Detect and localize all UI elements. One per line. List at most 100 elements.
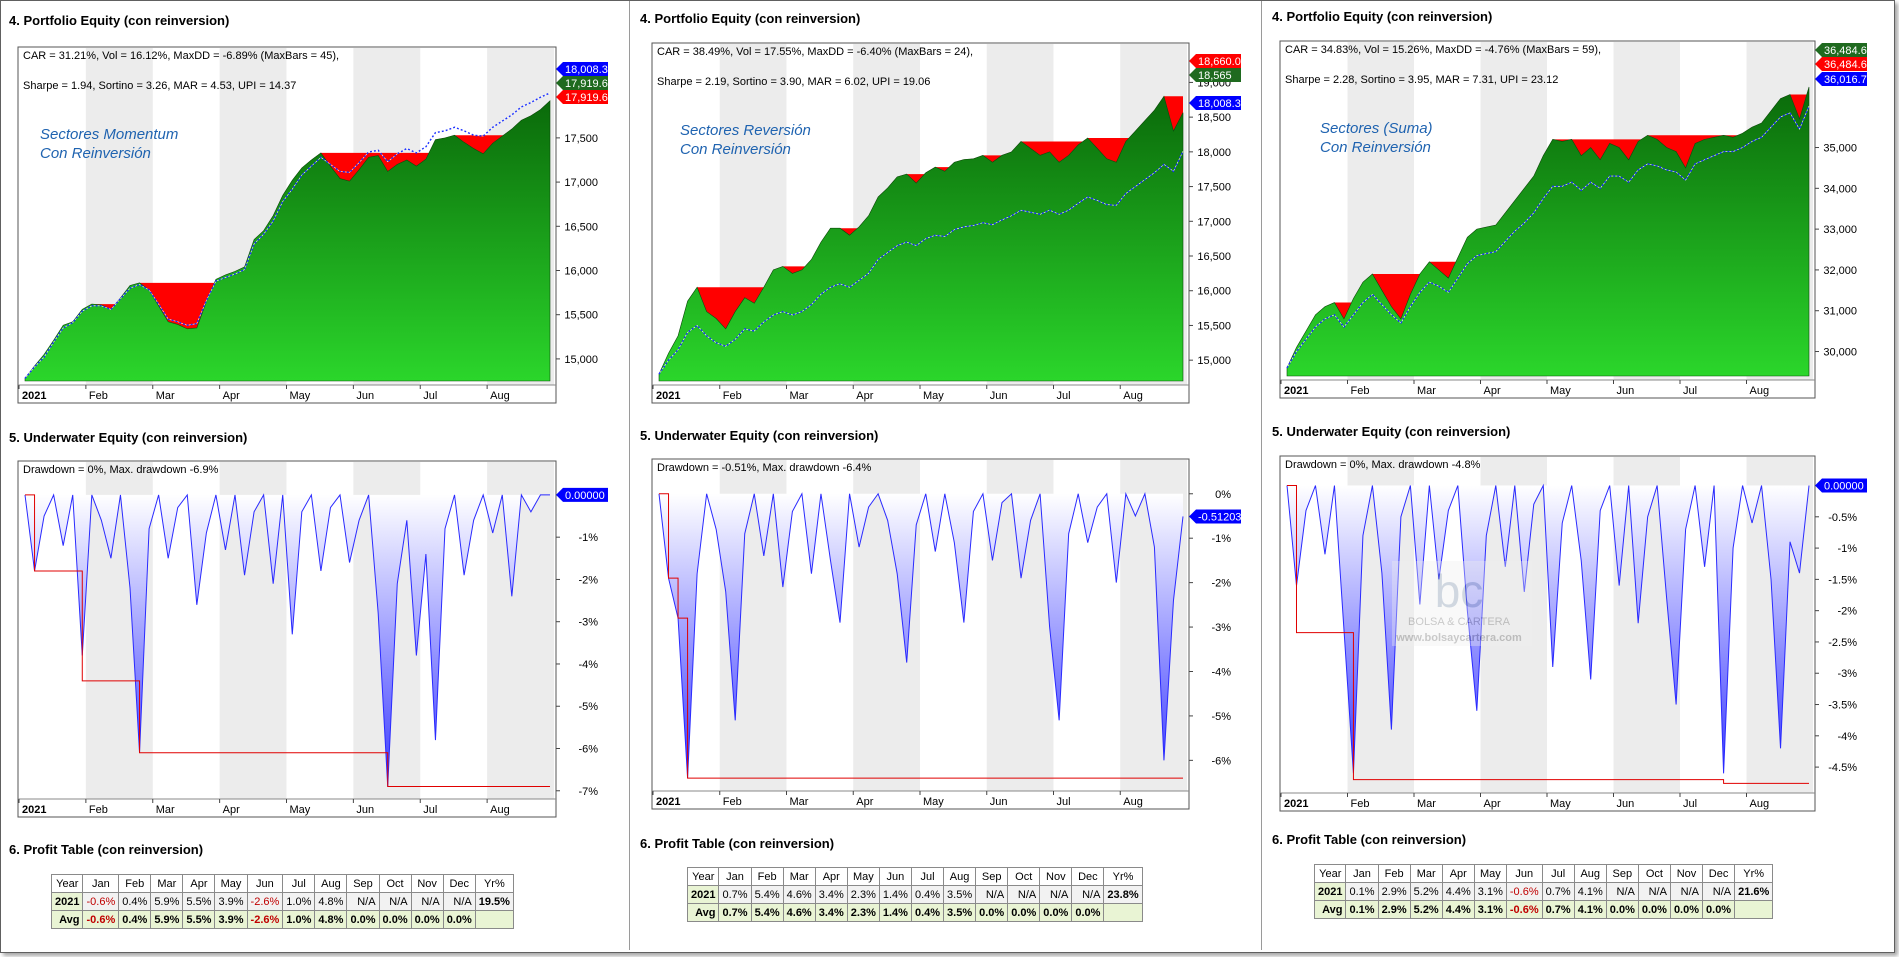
profit-table-cell: 1.4% bbox=[878, 903, 912, 922]
stats-line-1: CAR = 38.49%, Vol = 17.55%, MaxDD = -6.4… bbox=[657, 46, 973, 58]
profit-table-cell: 0.0% bbox=[1702, 900, 1736, 919]
panel-separator bbox=[629, 1, 630, 950]
profit-table-header: Nov bbox=[1039, 867, 1073, 886]
underwater-area bbox=[1287, 485, 1809, 774]
profit-table-header: Dec bbox=[442, 874, 476, 893]
profit-table-cell: 4.4% bbox=[1441, 882, 1475, 901]
profit-table-header: Yr% bbox=[1103, 867, 1143, 886]
value-tag: 17,919.6 bbox=[556, 90, 608, 104]
x-tick-label: Feb bbox=[723, 390, 742, 402]
value-tag-shape bbox=[1189, 96, 1241, 110]
value-tag: 18,008.3 bbox=[1189, 96, 1241, 110]
x-tick-label: Jul bbox=[1683, 385, 1697, 397]
profit-table-cell: 21.6% bbox=[1734, 882, 1774, 901]
strategy-label-2: Con Reinversión bbox=[40, 145, 151, 162]
value-tag: -0.51203 bbox=[1189, 509, 1241, 524]
y-tick-label: 31,000 bbox=[1823, 306, 1857, 318]
profit-table-cell: 3.9% bbox=[214, 892, 248, 911]
y-tick-label: 0% bbox=[1215, 489, 1231, 501]
panel-3: 4. Portfolio Equity (con reinversion) 5. … bbox=[1264, 1, 1894, 950]
profit-table-header: Yr% bbox=[474, 874, 514, 893]
x-tick-label: Jun bbox=[356, 804, 374, 816]
stats-line-1: CAR = 34.83%, Vol = 15.26%, MaxDD = -4.7… bbox=[1285, 44, 1601, 56]
x-tick-label: Jun bbox=[356, 390, 374, 402]
x-tick-label: Jul bbox=[1057, 390, 1071, 402]
x-tick-label: May bbox=[290, 390, 311, 402]
y-tick-label: -1% bbox=[1837, 543, 1857, 555]
profit-table-cell: 0.0% bbox=[1669, 900, 1704, 919]
benchmark-line bbox=[1286, 105, 1810, 369]
profit-table-header: Feb bbox=[118, 874, 152, 893]
benchmark-line-highlight bbox=[24, 92, 551, 379]
profit-table-header: Sep bbox=[346, 874, 380, 893]
profit-table-header: Aug bbox=[943, 867, 977, 886]
value-tag: 0.00000 bbox=[1815, 478, 1867, 493]
value-tag-shape bbox=[1815, 72, 1867, 86]
x-tick-label: Jul bbox=[423, 390, 437, 402]
x-tick-label: Jun bbox=[990, 796, 1008, 808]
value-tag: 36,484.6 bbox=[1815, 57, 1867, 71]
x-tick-label: Aug bbox=[1123, 390, 1143, 402]
y-tick-label: 15,500 bbox=[564, 310, 598, 322]
underwater-line bbox=[24, 493, 550, 787]
y-tick-label: -1% bbox=[1211, 533, 1231, 545]
profit-table-cell: 0.0% bbox=[378, 910, 412, 929]
profit-table-cell: -2.6% bbox=[246, 910, 284, 929]
value-tag-shape bbox=[556, 76, 608, 90]
x-tick-label: May bbox=[290, 804, 311, 816]
profit-table: Year Jan Feb Mar Apr May Jun Jul Aug Sep Oct Nov Dec… bbox=[1313, 864, 1774, 919]
y-tick-label: 17,000 bbox=[1197, 216, 1231, 228]
charts-svg: 30,000 31,000 32,000 33,000 34,000 35,000 2021… bbox=[1279, 40, 1867, 812]
x-tick-label: 2021 bbox=[656, 796, 680, 808]
value-tag-shape bbox=[1189, 54, 1241, 68]
profit-table-cell: 2.3% bbox=[846, 903, 880, 922]
watermark-url: www.bolsaycartera.com bbox=[1395, 632, 1522, 644]
value-tag: 17,919.6 bbox=[556, 76, 608, 90]
x-tick-label: May bbox=[923, 796, 944, 808]
profit-table-cell bbox=[474, 910, 514, 929]
stats-line-2: Sharpe = 1.94, Sortino = 3.26, MAR = 4.5… bbox=[23, 80, 296, 92]
profit-table-cell: N/A bbox=[1039, 885, 1073, 904]
profit-table-cell: 0.0% bbox=[442, 910, 476, 929]
profit-table-header: Dec bbox=[1071, 867, 1105, 886]
x-tick-label: Apr bbox=[1484, 385, 1501, 397]
profit-table-row: Avg 0.1% 2.9% 5.2% 4.4% 3.1% -0.6% 0.7% 4.1% 0.0%… bbox=[1313, 900, 1774, 919]
y-tick-label: -2% bbox=[578, 574, 598, 586]
x-tick-label: 2021 bbox=[22, 804, 46, 816]
profit-table-header: Aug bbox=[1573, 864, 1607, 883]
value-tag: 36,484.6 bbox=[1815, 43, 1867, 57]
equity-area bbox=[1286, 86, 1810, 377]
x-tick-label: Jun bbox=[1617, 385, 1635, 397]
x-tick-label: Aug bbox=[490, 804, 510, 816]
underwater-stats: Drawdown = 0%, Max. drawdown -4.8% bbox=[1285, 459, 1481, 471]
x-tick-label: 2021 bbox=[656, 390, 680, 402]
profit-table-cell: 2.3% bbox=[846, 885, 880, 904]
underwater-chart: 0% -1% -2% -3% -4% -5% -6% 2021 Feb Mar Apr May Jun J… bbox=[651, 458, 1241, 810]
profit-table-row: Avg -0.6% 0.4% 5.9% 5.5% 3.9% -2.6% 1.0% 4.8% 0.0… bbox=[50, 910, 514, 929]
profit-table-header: Jul bbox=[1541, 864, 1575, 883]
profit-table-cell: N/A bbox=[1669, 882, 1704, 901]
x-tick-label: 2021 bbox=[22, 390, 46, 402]
underwater-chart: -0.5% -1% -1.5% -2% -2.5% -3% -3.5% -4% -4.5% 202… bbox=[1279, 455, 1867, 812]
profit-table-cell: 1.4% bbox=[878, 885, 912, 904]
x-tick-label: Apr bbox=[856, 390, 873, 402]
equity-frame bbox=[1279, 40, 1816, 399]
equity-section-title: 4. Portfolio Equity (con reinversion) bbox=[640, 11, 861, 26]
y-tick-label: -1% bbox=[578, 532, 598, 544]
profit-table-cell: 0.0% bbox=[1039, 903, 1073, 922]
underwater-chart: -1% -2% -3% -4% -5% -6% -7% 2021 Feb Mar Apr May Jun… bbox=[17, 460, 608, 818]
y-tick-label: 17,500 bbox=[564, 133, 598, 145]
y-tick-label: -7% bbox=[578, 786, 598, 798]
profit-table-cell: 5.5% bbox=[182, 910, 216, 929]
profit-table-cell: -0.6% bbox=[82, 892, 120, 911]
profit-table-cell: 5.5% bbox=[182, 892, 216, 911]
profit-table-header: Sep bbox=[975, 867, 1009, 886]
y-tick-label: 18,500 bbox=[1197, 112, 1231, 124]
stats-line-2: Sharpe = 2.28, Sortino = 3.95, MAR = 7.3… bbox=[1285, 74, 1558, 86]
profit-table-header: Year bbox=[686, 867, 720, 886]
y-tick-label: -5% bbox=[1211, 711, 1231, 723]
profit-table-cell: 4.4% bbox=[1441, 900, 1475, 919]
y-tick-label: -5% bbox=[578, 701, 598, 713]
y-tick-label: -3% bbox=[1211, 622, 1231, 634]
